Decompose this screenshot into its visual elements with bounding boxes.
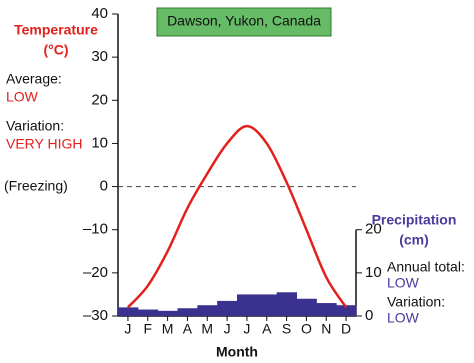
y2-label: Precipitation [372, 212, 457, 228]
freezing-label: (Freezing) [4, 177, 68, 193]
bar [197, 305, 218, 316]
bar [256, 294, 278, 316]
y-label: Temperature [14, 22, 98, 38]
y2-unit: (cm) [399, 232, 429, 248]
y-tick-label: –10 [83, 221, 108, 238]
y-unit: (°C) [43, 42, 68, 58]
note-value: LOW [387, 310, 420, 326]
x-tick-label: J [224, 321, 231, 337]
x-tick-label: S [282, 321, 291, 337]
bar [296, 298, 317, 316]
bar [336, 305, 357, 316]
x-tick-label: O [301, 321, 312, 337]
bar [118, 307, 139, 316]
note-label: Variation: [387, 294, 445, 310]
note-label: Average: [6, 71, 62, 87]
x-tick-label: A [262, 321, 272, 337]
chart-title: Dawson, Yukon, Canada [167, 13, 321, 29]
x-label: Month [216, 344, 258, 360]
temperature-line [126, 124, 348, 309]
y2-tick-label: 20 [365, 221, 382, 238]
y-tick-label: 10 [91, 134, 108, 151]
x-tick-label: J [243, 321, 250, 337]
note-label: Annual total: [387, 259, 465, 275]
y-tick-label: 40 [91, 5, 108, 22]
y2-tick-label: 10 [365, 264, 382, 281]
x-tick-label: J [124, 321, 131, 337]
bar [237, 294, 258, 316]
x-tick-label: N [321, 321, 331, 337]
bar [177, 308, 198, 316]
note-label: Variation: [6, 118, 64, 134]
y-tick-label: 0 [100, 178, 108, 195]
y-tick-label: –30 [83, 307, 108, 324]
x-tick-label: M [201, 321, 213, 337]
bar [157, 310, 178, 316]
note-value: LOW [387, 275, 420, 291]
bar [137, 309, 159, 316]
y-tick-label: –20 [83, 264, 108, 281]
title-box [156, 7, 332, 37]
note-value: LOW [6, 89, 39, 105]
x-tick-label: A [183, 321, 193, 337]
bar [316, 303, 337, 316]
note-value: VERY HIGH [6, 136, 83, 152]
bar [217, 300, 238, 316]
bar [276, 292, 297, 316]
y-tick-label: 20 [91, 91, 108, 108]
x-tick-label: M [162, 321, 174, 337]
y2-tick-label: 0 [365, 307, 373, 324]
y-tick-label: 30 [91, 48, 108, 65]
x-tick-label: D [341, 321, 351, 337]
x-tick-label: F [143, 321, 152, 337]
